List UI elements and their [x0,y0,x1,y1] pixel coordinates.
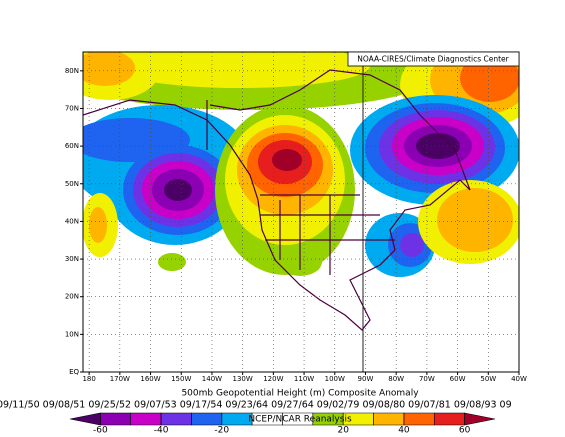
y-tick-label: EQ [69,368,79,376]
header: NOAA-CIRES/Climate Diagnostics Center [357,55,509,64]
x-tick-label: 70W [419,375,435,383]
colorbar-label: 40 [398,426,410,436]
colorbar-segment [160,412,192,426]
colorbar-label: -40 [154,426,169,436]
y-tick-label: 70N [65,104,79,112]
colorbar-segment [403,412,435,426]
colorbar-label: -60 [93,426,108,436]
x-tick-label: 80W [388,375,404,383]
x-tick-label: 170W [110,375,130,383]
source: NCEP/NCAR Reanalysis [248,415,352,425]
x-tick-label: 180 [82,375,95,383]
x-tick-label: 100W [325,375,345,383]
title: 500mb Geopotential Height (m) Composite … [181,389,419,399]
x-tick-label: 40W [511,375,527,383]
x-tick-label: 120W [263,375,283,383]
y-tick-label: 30N [65,255,79,263]
header-box [347,51,520,67]
x-tick-label: 50W [480,375,496,383]
dates: 09/11/50 09/08/51 09/25/52 09/07/53 09/1… [0,400,512,411]
x-tick-label: 130W [233,375,253,383]
colorbar-label: -20 [214,426,229,436]
colorbar-segment [100,412,132,426]
x-tick-label: 150W [171,375,191,383]
colorbar-segment [433,412,465,426]
x-tick-label: 60W [450,375,466,383]
x-tick-label: 140W [202,375,222,383]
colorbar-segment [130,412,162,426]
colorbar-segment [69,412,101,426]
anomaly-field [83,52,519,372]
colorbar-segment [191,412,223,426]
x-tick-label: 160W [140,375,160,383]
y-tick-label: 20N [65,293,79,301]
colorbar-label: 20 [337,426,349,436]
colorbar: -60 -40 -20 20 40 60 [69,412,496,436]
x-tick-label: 110W [294,375,314,383]
colorbar-segment [373,412,405,426]
y-tick-label: 50N [65,180,79,188]
colorbar-segment [464,412,496,426]
y-tick-label: 60N [65,142,79,150]
map-frame [82,51,520,373]
colorbar-label: 60 [459,426,471,436]
y-tick-label: 10N [65,330,79,338]
y-tick-label: 80N [65,67,79,75]
y-tick-label: 40N [65,217,79,225]
x-tick-label: 90W [358,375,374,383]
